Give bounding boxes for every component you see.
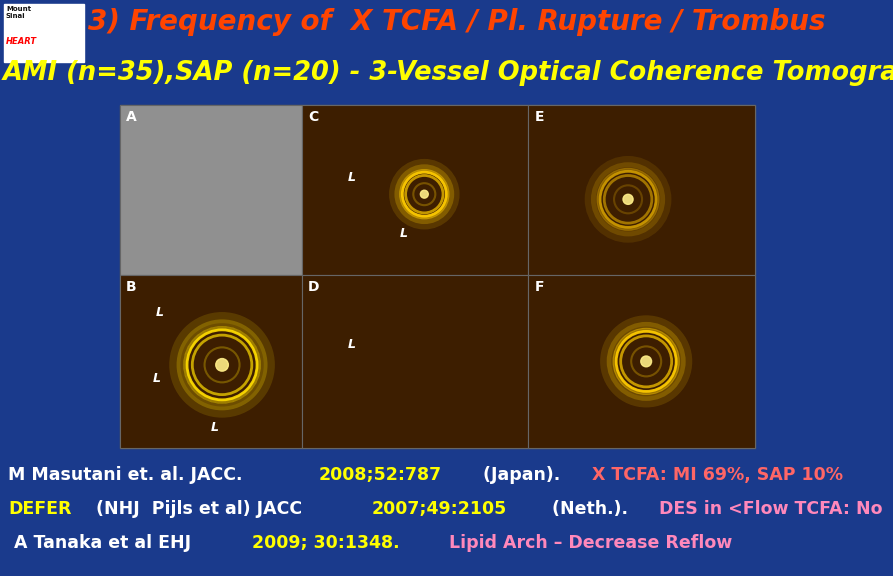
Text: 2007;49:2105: 2007;49:2105: [371, 500, 506, 518]
Text: L: L: [211, 420, 219, 434]
Text: AMI (n=35),SAP (n=20) - 3-Vessel Optical Coherence Tomography: AMI (n=35),SAP (n=20) - 3-Vessel Optical…: [3, 60, 893, 86]
Bar: [120, 275, 302, 448]
Bar: [529, 275, 755, 448]
Circle shape: [421, 190, 429, 198]
Text: L: L: [348, 338, 356, 351]
Text: (Japan).: (Japan).: [477, 466, 566, 484]
Text: L: L: [348, 170, 356, 184]
Text: L: L: [153, 372, 161, 385]
Text: F: F: [534, 280, 544, 294]
Bar: [302, 275, 529, 448]
Text: Lipid Arch – Decrease Reflow: Lipid Arch – Decrease Reflow: [443, 534, 731, 552]
Text: D: D: [308, 280, 320, 294]
Text: DEFER: DEFER: [8, 500, 71, 518]
Circle shape: [216, 358, 229, 371]
Text: L: L: [156, 306, 164, 320]
Text: 3) Frequency of  X TCFA / Pl. Rupture / Trombus: 3) Frequency of X TCFA / Pl. Rupture / T…: [88, 8, 825, 36]
Text: L: L: [400, 227, 408, 240]
Text: (NHJ  Pijls et al) JACC: (NHJ Pijls et al) JACC: [90, 500, 308, 518]
Text: A: A: [126, 110, 137, 124]
Bar: [120, 105, 755, 448]
Text: DES in <Flow TCFA: No: DES in <Flow TCFA: No: [659, 500, 883, 518]
Bar: [529, 105, 755, 275]
Text: B: B: [126, 280, 137, 294]
Text: 2009; 30:1348.: 2009; 30:1348.: [252, 534, 400, 552]
Circle shape: [623, 194, 633, 204]
Text: C: C: [308, 110, 319, 124]
Text: Mount
Sinai: Mount Sinai: [6, 6, 31, 19]
Text: X TCFA: MI 69%, SAP 10%: X TCFA: MI 69%, SAP 10%: [592, 466, 843, 484]
Text: (Neth.).: (Neth.).: [546, 500, 634, 518]
Bar: [4, 4, 84, 62]
Text: M Masutani et. al. JACC.: M Masutani et. al. JACC.: [8, 466, 248, 484]
Text: A Tanaka et al EHJ: A Tanaka et al EHJ: [8, 534, 197, 552]
Text: E: E: [534, 110, 544, 124]
Text: 2008;52:787: 2008;52:787: [318, 466, 441, 484]
Circle shape: [641, 356, 652, 367]
Text: HEART: HEART: [6, 37, 38, 46]
Bar: [120, 105, 302, 275]
Bar: [302, 105, 529, 275]
